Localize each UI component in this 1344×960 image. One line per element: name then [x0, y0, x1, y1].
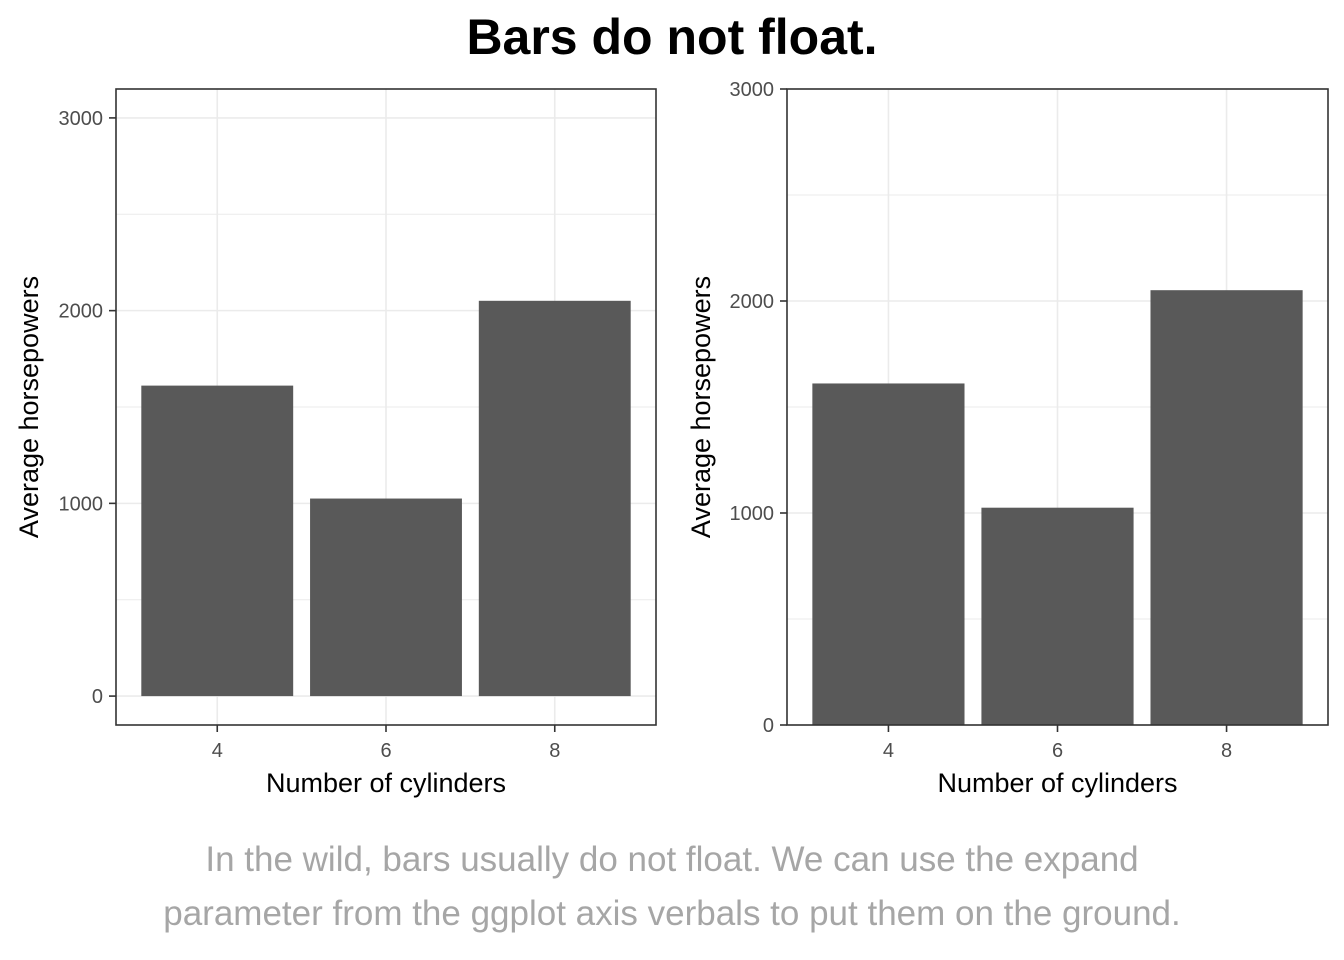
x-tick-label: 4	[212, 740, 223, 762]
y-tick-label: 2000	[59, 301, 104, 323]
y-axis-title: Average horsepowers	[14, 276, 44, 538]
x-tick-label: 6	[380, 740, 391, 762]
x-tick-label: 8	[549, 740, 560, 762]
x-axis-title: Number of cylinders	[266, 768, 506, 798]
x-tick-label: 6	[1052, 740, 1063, 762]
x-axis-title: Number of cylinders	[937, 768, 1177, 798]
y-tick-label: 0	[92, 686, 103, 708]
left-chart-panel: 0 1000 2000 3000 4 6 8 Number of cylinders Avera…	[14, 88, 657, 798]
y-tick-label: 1000	[730, 503, 775, 525]
bar-4	[812, 383, 965, 725]
x-tick-label: 8	[1221, 740, 1232, 762]
bar-6	[310, 498, 462, 697]
y-tick-label: 0	[763, 715, 774, 737]
caption-line-1: In the wild, bars usually do not float. …	[205, 840, 1139, 879]
bar-6	[981, 507, 1134, 725]
y-tick-label: 1000	[59, 493, 104, 515]
chart-title: Bars do not float.	[466, 9, 878, 65]
y-tick-label: 3000	[730, 79, 775, 101]
caption-line-2: parameter from the ggplot axis verbals t…	[163, 894, 1181, 933]
bar-8	[1150, 290, 1303, 725]
y-tick-label: 3000	[59, 108, 104, 130]
y-axis-title: Average horsepowers	[686, 276, 716, 538]
y-tick-label: 2000	[730, 291, 775, 313]
bar-8	[478, 300, 631, 697]
right-chart-panel: 0 1000 2000 3000 4 6 8 Number of cylinders Avera…	[686, 79, 1329, 798]
bar-4	[141, 385, 294, 697]
x-tick-label: 4	[883, 740, 894, 762]
